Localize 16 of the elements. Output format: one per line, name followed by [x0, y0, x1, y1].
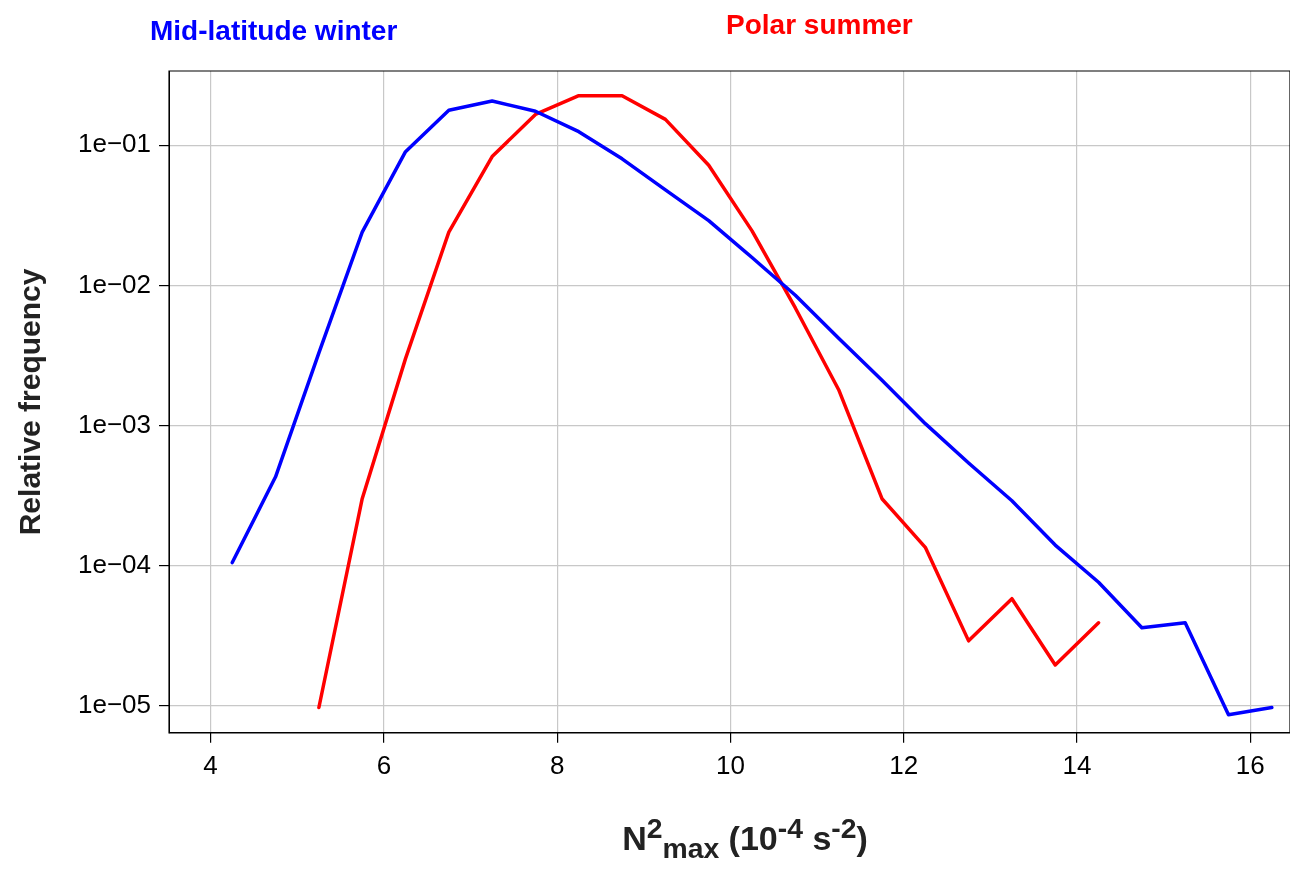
y-tick-label: 1e−04 [77, 548, 152, 579]
text: Polar summer [726, 9, 913, 40]
x-tick-label: 4 [203, 749, 218, 780]
x-tick-label: 6 [376, 749, 392, 780]
y-tick-label: 1e−01 [77, 128, 152, 159]
y-tick-label: 1e−02 [77, 268, 152, 299]
x-tick-label: 12 [889, 749, 919, 780]
y-tick-label: 1e−03 [77, 408, 152, 439]
y-axis-title: Relative frequency [13, 268, 47, 536]
x-tick-label: 10 [715, 749, 745, 780]
x-axis-title: N$^{2}$$_{max}$ (10$^{-4}$ s$^{-2}$) [621, 812, 869, 866]
y-tick-label: 1e−05 [77, 688, 152, 719]
x-tick-label: 16 [1235, 749, 1265, 780]
x-tick-label: 8 [549, 749, 565, 780]
x-tick-label: 14 [1062, 749, 1092, 780]
text: Mid-latitude winter [150, 15, 398, 46]
